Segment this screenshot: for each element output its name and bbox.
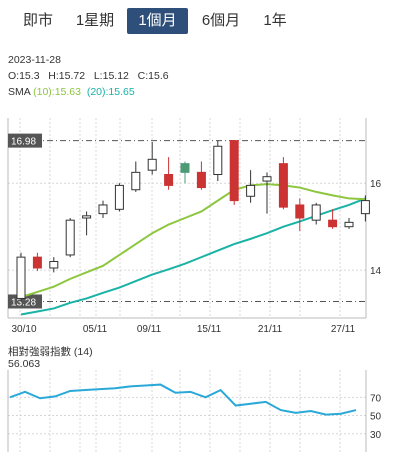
sma10-line [20,183,366,299]
candle-body [49,260,59,269]
rsi-y-tick-label: 70 [370,393,382,404]
period-tab-bar: 即市 1星期 1個月 6個月 1年 [0,0,414,38]
candle-body [16,256,26,299]
x-tick-label: 27/11 [331,324,356,335]
sma-label: SMA [8,86,31,98]
high-label: H: [48,70,59,82]
candle [196,161,206,190]
x-tick-label: 21/11 [258,324,283,335]
open-value: 15.3 [19,70,40,82]
candle [229,140,239,205]
candle [65,218,75,258]
candle-body [262,176,272,182]
sma20-line [20,197,366,316]
sma10-value: (10):15.63 [33,86,81,98]
y-tick-label: 16 [370,179,382,190]
date-label: 2023-11-28 [8,54,61,66]
candle-body [295,204,305,219]
candle [82,211,92,236]
high-value: 15.72 [58,70,86,82]
candle [360,195,370,222]
candle [16,252,26,302]
candle-body [213,145,223,176]
candle-body [344,221,354,228]
candle-body [328,219,338,228]
candle [180,161,190,184]
rsi-title-row: 相對強弱指數 (14) [8,344,93,359]
tab-1-month[interactable]: 1個月 [127,8,188,34]
rsi-y-tick-label: 30 [370,430,382,441]
tab-6-months[interactable]: 6個月 [201,12,241,29]
x-tick-label: 09/11 [137,324,162,335]
max-price-label-box [8,133,42,148]
candle [278,157,288,210]
candle [131,161,141,192]
close-value: 15.6 [148,70,169,82]
candle-body [360,200,370,215]
candle-body [196,171,206,189]
candle-body [164,174,174,186]
candle [213,140,223,182]
candle [114,183,124,212]
y-tick-label: 14 [370,266,382,277]
candle-body [311,204,321,221]
min-price-label: 13.28 [11,297,36,308]
candle [49,257,59,273]
open-label: O: [8,70,20,82]
candle [344,218,354,229]
candle-body [131,171,141,191]
close-label: C: [137,70,149,82]
candle [295,198,305,232]
candle [164,157,174,190]
candle-body [246,184,256,197]
candle-body [229,140,239,202]
rsi-title: 相對強弱指數 [8,346,71,358]
ohlc-row: O:15.3 H:15.72 L:15.12 C:15.6 [8,70,169,82]
candle-body [32,256,42,269]
candle [328,209,338,229]
candle-body [98,204,108,215]
sma-row: SMA (10):15.63 (20):15.65 [8,86,135,98]
sma20-value: (20):15.65 [86,86,135,98]
x-tick-label: 15/11 [197,324,222,335]
candle-body [82,215,92,219]
candle-body [114,184,124,210]
candle [147,141,157,175]
rsi-line [9,383,357,416]
rsi-current-value: 56.063 [8,358,41,370]
candle-body [65,219,75,256]
rsi-y-tick-label: 50 [370,412,382,423]
tab-1-year[interactable]: 1年 [263,12,287,29]
candle-body [180,163,190,173]
candle-body [278,163,288,208]
tab-1-week[interactable]: 1星期 [75,12,115,29]
low-label: L: [93,70,103,82]
candle [32,252,42,272]
x-tick-label: 30/10 [11,324,36,335]
max-price-label: 16.98 [11,137,36,148]
low-value: 15.12 [102,70,129,82]
candle-body [147,158,157,171]
candle [246,170,256,203]
candle [311,202,321,225]
candle [98,200,108,218]
tab-realtime[interactable]: 即市 [22,12,53,29]
x-tick-label: 05/11 [83,324,108,335]
rsi-period: (14) [73,346,93,358]
candle [262,172,272,214]
